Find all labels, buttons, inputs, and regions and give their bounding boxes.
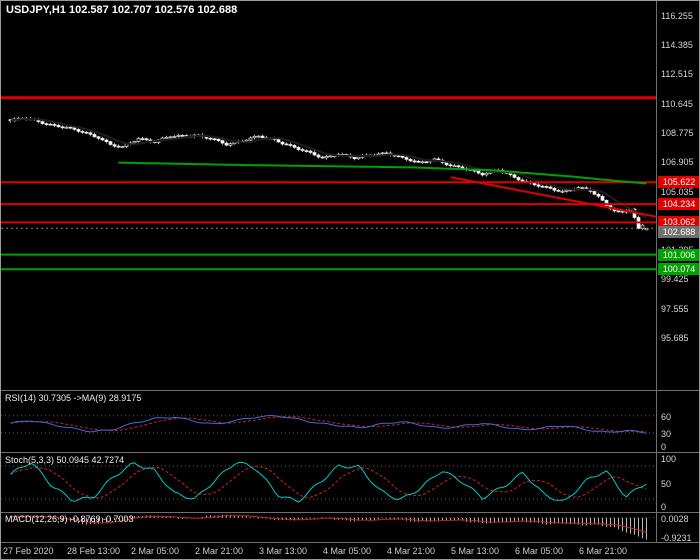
price-level-badge: 101.006 [658,249,699,261]
price-tick-label: 97.555 [661,304,689,314]
price-chart[interactable] [1,1,657,391]
symbol-timeframe: USDJPY,H1 [6,4,66,16]
price-tick-label: 106.905 [661,157,694,167]
time-tick-label: 28 Feb 13:00 [67,546,121,556]
price-level-badge: 105.622 [658,176,699,188]
price-ma-dark [10,117,647,219]
price-axis[interactable]: 116.255 114.385 112.515 110.645 108.775 106.9… [656,1,699,543]
rsi-label: RSI(14) 30.7305 ->MA(9) 28.9175 [5,393,142,403]
time-tick-label: 6 Mar 21:00 [579,546,628,556]
indicator-tick-label: -0.9231 [661,533,692,543]
chart-title: USDJPY,H1 102.587 102.707 102.576 102.68… [6,4,237,16]
current-price-badge: 102.688 [658,226,699,238]
indicator-main-line [10,414,647,434]
price-level-badge: 103.062 [658,216,699,228]
indicator-signal-line [10,416,647,433]
ohlc-readout: 102.587 102.707 102.576 102.688 [68,4,238,16]
indicator-tick-label: 100 [661,454,677,464]
price-tick-label: 112.515 [661,69,693,79]
macd-label: MACD(12,26,9) -0.8769 -0.7003 [5,514,134,524]
descending-trendline[interactable] [450,176,658,218]
time-axis[interactable]: 27 Feb 2020 28 Feb 13:00 2 Mar 05:00 2 Mar … [1,543,699,559]
candles [8,116,649,231]
time-tick-label: 4 Mar 05:00 [323,546,372,556]
time-tick-label: 6 Mar 05:00 [515,546,564,556]
price-tick-label: 110.645 [661,99,693,109]
price-tick-label: 116.255 [661,11,693,21]
rsi-panel[interactable] [1,391,657,452]
time-tick-label: 2 Mar 21:00 [195,546,244,556]
price-ma-green [118,161,647,185]
price-tick-label: 95.685 [661,333,689,343]
time-tick-label: 3 Mar 13:00 [259,546,308,556]
indicator-tick-label: 30 [661,429,672,439]
panel-divider[interactable] [1,390,699,391]
time-tick-label: 27 Feb 2020 [3,546,54,556]
price-level-badge: 100.074 [658,263,699,275]
price-level-badge: 104.234 [658,198,699,210]
price-tick-label: 105.035 [661,187,694,197]
stoch-panel[interactable] [1,453,657,512]
panel-divider[interactable] [1,512,699,513]
indicator-tick-label: 0.0028 [661,514,689,524]
indicator-main-line [10,461,647,503]
stoch-label: Stoch(5,3,3) 50.0945 42.7274 [5,455,125,465]
time-tick-label: 4 Mar 21:00 [387,546,436,556]
macd-signal-line [10,515,647,534]
macd-panel[interactable] [1,513,657,542]
time-tick-label: 2 Mar 05:00 [131,546,180,556]
indicator-tick-label: 0 [661,442,667,452]
indicator-signal-line [10,466,647,499]
indicator-tick-label: 60 [661,412,672,422]
price-tick-label: 108.775 [661,128,694,138]
indicator-tick-label: 0 [661,502,667,512]
price-tick-label: 99.425 [661,274,689,284]
panel-divider[interactable] [1,452,699,453]
indicator-tick-label: 50 [661,479,672,489]
time-tick-label: 5 Mar 13:00 [451,546,500,556]
price-tick-label: 114.385 [661,40,693,50]
panel-divider[interactable] [1,542,699,543]
